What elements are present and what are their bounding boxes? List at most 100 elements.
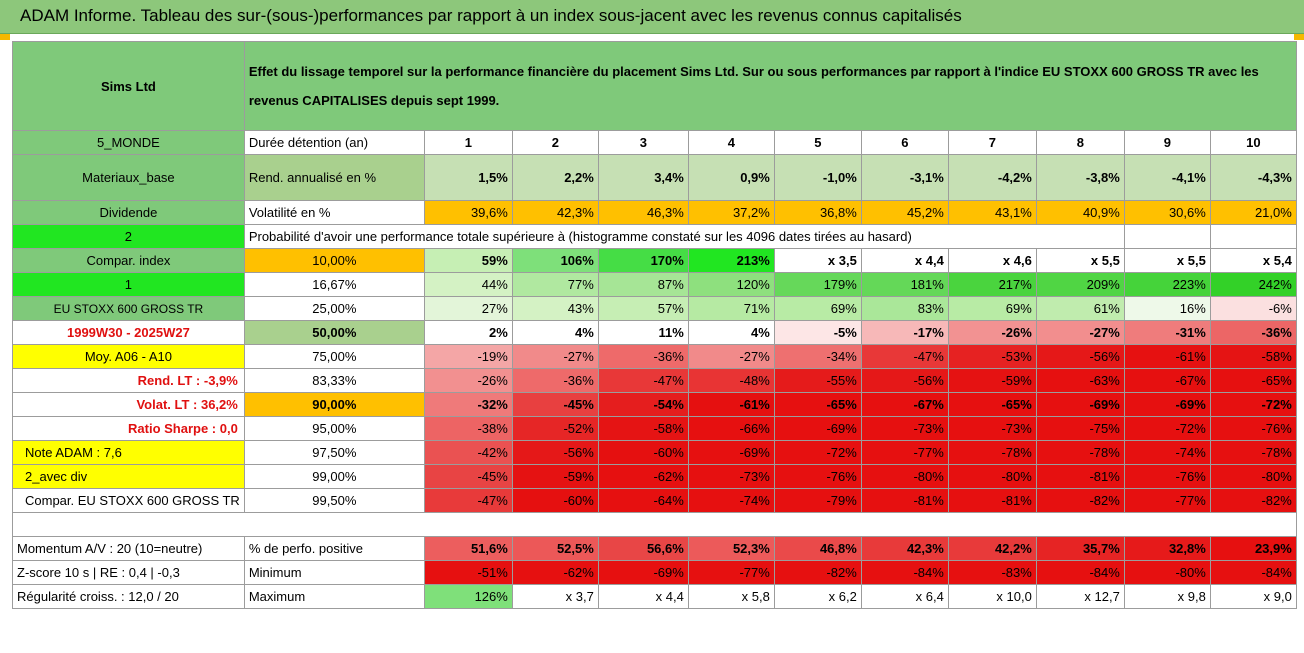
spacer — [12, 512, 1297, 537]
pos-cell: 42,3% — [860, 536, 949, 561]
year-header: 5 — [773, 130, 862, 155]
value-cell: x 5,5 — [1035, 248, 1125, 273]
min-cell: -84% — [1035, 560, 1125, 585]
rend-lt-label: Rend. LT : -3,9% — [12, 368, 245, 393]
value-cell: -54% — [597, 392, 689, 417]
value-cell: -26% — [423, 368, 513, 393]
value-cell: -56% — [511, 440, 599, 465]
value-cell: 170% — [597, 248, 689, 273]
value-cell: -27% — [687, 344, 775, 369]
value-cell: -81% — [1035, 464, 1125, 489]
min-row: Z-score 10 s | RE : 0,4 | -0,3 Minimum -… — [12, 560, 1297, 585]
value-cell: 83% — [860, 296, 949, 321]
value-cell: -45% — [423, 464, 513, 489]
max-cell: x 9,8 — [1123, 584, 1211, 609]
value-cell: 4% — [687, 320, 775, 345]
duree-label: Durée détention (an) — [243, 130, 425, 155]
pos-cell: 32,8% — [1123, 536, 1211, 561]
value-cell: 59% — [423, 248, 513, 273]
note-label: Note ADAM : 7,6 — [12, 440, 245, 465]
value-cell: -48% — [687, 368, 775, 393]
max-cell: x 4,4 — [597, 584, 689, 609]
vol-cell: 30,6% — [1123, 200, 1211, 225]
n2-value: 2 — [12, 224, 245, 249]
value-cell: -81% — [860, 488, 949, 513]
min-cell: -51% — [423, 560, 513, 585]
spacer-row — [12, 512, 1297, 537]
dividend-label: Dividende — [12, 200, 245, 225]
pos-cell: 56,6% — [597, 536, 689, 561]
value-cell: 43% — [511, 296, 599, 321]
value-cell: -36% — [1209, 320, 1297, 345]
proba-label: Probabilité d'avoir une performance tota… — [243, 224, 1125, 249]
value-cell: -78% — [947, 440, 1037, 465]
percentile-cell: 10,00% — [243, 248, 425, 273]
percentile-cell: 16,67% — [243, 272, 425, 297]
value-cell: -82% — [1209, 488, 1297, 513]
value-cell: -5% — [773, 320, 862, 345]
rend-cell: 3,4% — [597, 154, 689, 201]
dist-row: Compar. index 10,00% 59% 106% 170% 213% x 3,5… — [12, 248, 1297, 273]
value-cell: -55% — [773, 368, 862, 393]
value-cell: -59% — [511, 464, 599, 489]
value-cell: 181% — [860, 272, 949, 297]
value-cell: -56% — [860, 368, 949, 393]
year-header: 3 — [597, 130, 689, 155]
value-cell: -81% — [947, 488, 1037, 513]
year-header: 9 — [1123, 130, 1211, 155]
vol-cell: 40,9% — [1035, 200, 1125, 225]
vol-cell: 46,3% — [597, 200, 689, 225]
value-cell: -75% — [1035, 416, 1125, 441]
vol-cell: 42,3% — [511, 200, 599, 225]
vol-row: Dividende Volatilité en % 39,6% 42,3% 46,3… — [12, 200, 1297, 225]
value-cell: -65% — [773, 392, 862, 417]
value-cell: x 5,5 — [1123, 248, 1211, 273]
value-cell: 2% — [423, 320, 513, 345]
min-label: Minimum — [243, 560, 425, 585]
value-cell: 27% — [423, 296, 513, 321]
year-header: 2 — [511, 130, 599, 155]
dist-row: Note ADAM : 7,6 97,50% -42% -56% -60% -69% -7… — [12, 440, 1297, 465]
percentile-cell: 83,33% — [243, 368, 425, 393]
min-cell: -82% — [773, 560, 862, 585]
pos-row: Momentum A/V : 20 (10=neutre) % de perfo… — [12, 536, 1297, 561]
value-cell: x 4,6 — [947, 248, 1037, 273]
min-cell: -84% — [1209, 560, 1297, 585]
value-cell: -65% — [947, 392, 1037, 417]
min-cell: -77% — [687, 560, 775, 585]
value-cell: 11% — [597, 320, 689, 345]
value-cell: -58% — [597, 416, 689, 441]
report-title: ADAM Informe. Tableau des sur-(sous-)per… — [20, 6, 962, 25]
regularite-label: Régularité croiss. : 12,0 / 20 — [12, 584, 245, 609]
rend-cell: -3,8% — [1035, 154, 1125, 201]
dist-row: Compar. EU STOXX 600 GROSS TR 99,50% -47%… — [12, 488, 1297, 513]
region-label: 5_MONDE — [12, 130, 245, 155]
year-header: 10 — [1209, 130, 1297, 155]
value-cell: -36% — [511, 368, 599, 393]
index-name: EU STOXX 600 GROSS TR — [12, 296, 245, 321]
value-cell: -19% — [423, 344, 513, 369]
max-cell: x 6,4 — [860, 584, 949, 609]
rend-cell: 1,5% — [423, 154, 513, 201]
value-cell: -27% — [511, 344, 599, 369]
pos-cell: 52,3% — [687, 536, 775, 561]
max-row: Régularité croiss. : 12,0 / 20 Maximum 1… — [12, 584, 1297, 609]
years-row: 5_MONDE Durée détention (an) 1 2 3 4 5 6 7 8 9 10 — [12, 130, 1297, 155]
proba-row: 2 Probabilité d'avoir une performance to… — [12, 224, 1297, 249]
max-cell: x 3,7 — [511, 584, 599, 609]
volat-lt-label: Volat. LT : 36,2% — [12, 392, 245, 417]
momentum-label: Momentum A/V : 20 (10=neutre) — [12, 536, 245, 561]
rend-label: Rend. annualisé en % — [243, 154, 425, 201]
value-cell: -69% — [773, 416, 862, 441]
percentile-cell: 95,00% — [243, 416, 425, 441]
vol-cell: 43,1% — [947, 200, 1037, 225]
rend-row: Materiaux_base Rend. annualisé en % 1,5%… — [12, 154, 1297, 201]
n1-value: 1 — [12, 272, 245, 297]
value-cell: x 3,5 — [773, 248, 862, 273]
empty-cell — [1123, 224, 1211, 249]
value-cell: -76% — [773, 464, 862, 489]
value-cell: 179% — [773, 272, 862, 297]
value-cell: -80% — [947, 464, 1037, 489]
min-cell: -80% — [1123, 560, 1211, 585]
percentile-cell: 50,00% — [243, 320, 425, 345]
